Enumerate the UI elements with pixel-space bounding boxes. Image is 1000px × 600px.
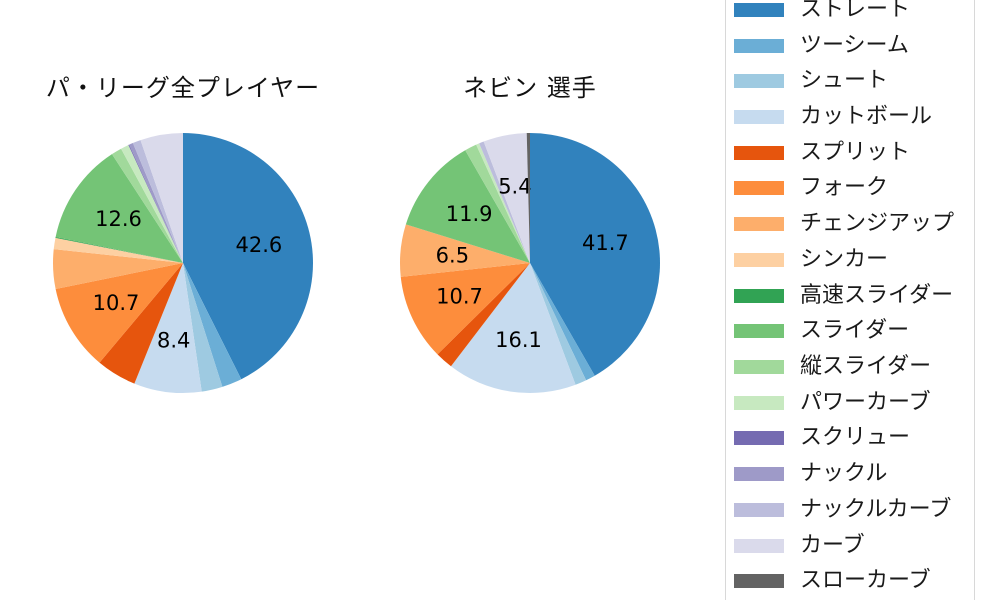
- legend-swatch: [734, 2, 784, 17]
- legend-swatch: [734, 110, 784, 125]
- legend-swatch: [734, 431, 784, 446]
- legend-swatch: [734, 145, 784, 160]
- legend-label: スライダー: [800, 318, 910, 344]
- legend-item: シュート: [734, 63, 974, 99]
- legend-item: スプリット: [734, 135, 974, 171]
- legend-item: スクリュー: [734, 421, 974, 457]
- legend-label: シンカー: [800, 246, 889, 272]
- pie-slice-11: [465, 144, 530, 263]
- legend-item: スローカーブ: [734, 564, 974, 600]
- legend-swatch: [734, 502, 784, 517]
- pie-slice-6: [400, 263, 530, 355]
- pie-slice-1: [183, 133, 313, 380]
- pie-slice-11: [111, 148, 183, 263]
- legend-label: 縦スライダー: [800, 354, 932, 380]
- pie-slice-13: [128, 144, 183, 263]
- legend-label: カーブ: [800, 532, 865, 558]
- legend-swatch: [734, 181, 784, 196]
- pie-slice-16: [140, 133, 183, 263]
- pie-slice-15: [132, 140, 183, 263]
- legend-swatch: [734, 288, 784, 303]
- pie-slice-2: [183, 263, 242, 387]
- pie-slice-label: 16.1: [495, 328, 542, 352]
- pie-slice-10: [405, 150, 530, 263]
- legend-item: ナックル: [734, 456, 974, 492]
- legend-item: カットボール: [734, 99, 974, 135]
- legend-label: ナックル: [800, 461, 888, 487]
- legend-item: 高速スライダー: [734, 278, 974, 314]
- pie-slice-12: [121, 145, 183, 263]
- legend-label: ストレート: [800, 0, 911, 22]
- legend-item: スライダー: [734, 313, 974, 349]
- pie-slice-17: [526, 133, 530, 263]
- legend-label: チェンジアップ: [800, 211, 955, 237]
- legend-items: ストレートツーシームシュートカットボール スプリットフォークチェンジアップ シンカー…: [734, 0, 974, 599]
- pie-slice-2: [530, 263, 595, 381]
- pie-slice-4: [134, 263, 202, 393]
- pie-slice-label: 10.7: [93, 291, 140, 315]
- legend-item: チェンジアップ: [734, 206, 974, 242]
- pie-slice-15: [479, 141, 530, 263]
- legend-item: シンカー: [734, 242, 974, 278]
- legend-swatch: [734, 252, 784, 267]
- legend-item: ナックルカーブ: [734, 492, 974, 528]
- legend-label: フォーク: [800, 175, 889, 201]
- legend-label: カットボール: [800, 104, 933, 130]
- right-pie-title: ネビン 選手: [463, 74, 597, 102]
- legend-item: フォーク: [734, 171, 974, 207]
- pie-slice-5: [99, 263, 183, 384]
- legend-label: スプリット: [800, 139, 911, 165]
- legend-swatch: [734, 74, 784, 89]
- pie-slice-label: 6.5: [436, 243, 469, 267]
- pie-slice-5: [437, 263, 530, 367]
- pie-slice-label: 41.7: [582, 231, 629, 255]
- legend-swatch: [734, 574, 784, 589]
- legend-swatch: [734, 217, 784, 232]
- pie-slice-7: [400, 224, 530, 277]
- pie-slice-9: [55, 237, 183, 263]
- legend-label: ツーシーム: [800, 32, 909, 58]
- legend-swatch: [734, 395, 784, 410]
- pie-slice-3: [183, 263, 223, 392]
- legend-swatch: [734, 467, 784, 482]
- pie-slice-1: [530, 133, 660, 376]
- legend-item: ストレート: [734, 0, 974, 28]
- legend-item: カーブ: [734, 528, 974, 564]
- pie-slice-label: 10.7: [436, 284, 483, 308]
- legend-label: ナックルカーブ: [800, 496, 952, 522]
- legend-label: 高速スライダー: [800, 282, 954, 308]
- pie-slice-7: [53, 249, 184, 289]
- legend-item: 縦スライダー: [734, 349, 974, 385]
- legend-label: シュート: [800, 68, 889, 94]
- legend: ストレートツーシームシュートカットボール スプリットフォークチェンジアップ シンカー…: [725, 0, 975, 600]
- legend-item: ツーシーム: [734, 28, 974, 64]
- legend-swatch: [734, 38, 784, 53]
- legend-swatch: [734, 538, 784, 553]
- pie-slice-label: 42.6: [236, 233, 283, 257]
- pie-slice-6: [55, 263, 183, 363]
- pie-slice-3: [530, 263, 587, 385]
- pie-slice-16: [483, 133, 530, 263]
- pie-slice-10: [55, 154, 183, 263]
- pie-slice-14: [129, 143, 183, 263]
- pie-slice-label: 11.9: [446, 202, 493, 226]
- left-pie-title: パ・リーグ全プレイヤー: [45, 74, 321, 102]
- pie-slice-4: [450, 263, 576, 394]
- pie-slice-8: [53, 237, 183, 263]
- legend-item: パワーカーブ: [734, 385, 974, 421]
- pie-slice-label: 12.6: [95, 207, 142, 231]
- legend-label: スクリュー: [800, 425, 911, 451]
- legend-label: スローカーブ: [800, 568, 931, 594]
- legend-label: パワーカーブ: [800, 389, 931, 415]
- legend-swatch: [734, 360, 784, 375]
- legend-swatch: [734, 324, 784, 339]
- pie-slice-label: 5.4: [498, 174, 531, 198]
- pie-slice-label: 8.4: [157, 328, 190, 352]
- pie-slice-12: [476, 143, 530, 263]
